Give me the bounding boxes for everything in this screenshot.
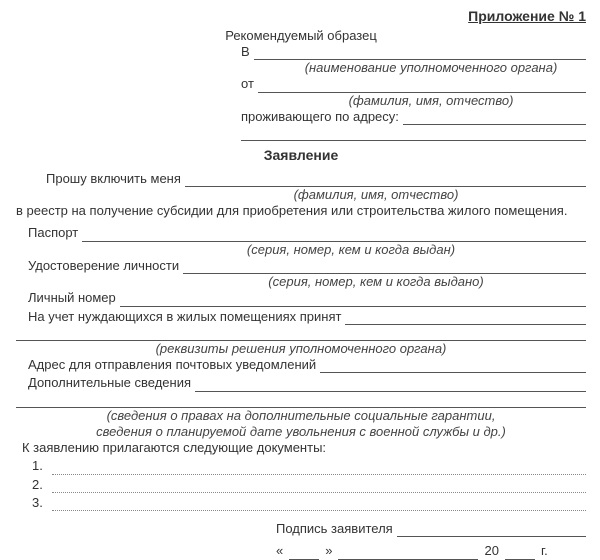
extra-hint-1: (сведения о правах на дополнительные соц… (16, 408, 586, 424)
date-quote-open: « (276, 543, 283, 559)
mail-label: Адрес для отправления почтовых уведомлен… (28, 357, 316, 373)
address-row-2 (16, 127, 586, 141)
extra-hint-2: сведения о планируемой дате увольнения с… (16, 424, 586, 440)
address-row: проживающего по адресу: (16, 109, 586, 125)
form-title: Заявление (16, 147, 586, 165)
date-day-blank (289, 546, 319, 560)
signature-blank (397, 523, 586, 537)
register-label: На учет нуждающихся в жилых помещениях п… (28, 309, 341, 325)
attach-item-2: 2. (16, 477, 586, 493)
list-num-1: 1. (32, 458, 50, 474)
signature-label: Подпись заявителя (276, 521, 393, 537)
request-blank (185, 173, 586, 187)
attach-label: К заявлению прилагаются следующие докуме… (16, 440, 586, 456)
date-quote-close: » (325, 543, 332, 559)
extra-row: Дополнительные сведения (16, 375, 586, 391)
idcard-row: Удостоверение личности (16, 258, 586, 274)
passport-row: Паспорт (16, 225, 586, 241)
date-month-blank (338, 546, 478, 560)
from-row: от (16, 76, 586, 92)
address-blank (403, 111, 586, 125)
signature-row: Подпись заявителя (276, 521, 586, 537)
attach-item-1: 1. (16, 458, 586, 474)
application-form: Приложение № 1 Рекомендуемый образец В (… (0, 0, 600, 515)
passport-blank (82, 228, 586, 242)
register-blank-2 (16, 327, 586, 341)
date-year-suffix: г. (541, 543, 548, 559)
extra-blank-2 (16, 394, 586, 408)
attach-dots-3 (52, 497, 586, 511)
attach-item-3: 3. (16, 495, 586, 511)
register-hint: (реквизиты решения уполномоченного орган… (16, 341, 586, 357)
idcard-hint: (серия, номер, кем и когда выдано) (16, 274, 586, 290)
to-blank (254, 46, 586, 60)
idcard-label: Удостоверение личности (28, 258, 179, 274)
to-row: В (16, 44, 586, 60)
personal-no-row: Личный номер (16, 290, 586, 306)
date-year-prefix: 20 (484, 543, 498, 559)
attach-dots-2 (52, 479, 586, 493)
passport-label: Паспорт (28, 225, 78, 241)
appendix-title: Приложение № 1 (16, 8, 586, 26)
extra-label: Дополнительные сведения (28, 375, 191, 391)
request-label: Прошу включить меня (46, 171, 181, 187)
signature-block: Подпись заявителя « » 20 г. (16, 521, 586, 560)
idcard-blank (183, 260, 586, 274)
register-blank (345, 311, 586, 325)
attach-dots-1 (52, 461, 586, 475)
personal-no-label: Личный номер (28, 290, 116, 306)
date-row: « » 20 г. (276, 543, 586, 559)
address-blank-2 (241, 127, 586, 141)
from-hint: (фамилия, имя, отчество) (16, 93, 586, 109)
list-num-2: 2. (32, 477, 50, 493)
personal-no-blank (120, 293, 586, 307)
date-year-blank (505, 546, 535, 560)
passport-hint: (серия, номер, кем и когда выдан) (16, 242, 586, 258)
mail-blank (320, 359, 586, 373)
register-row: На учет нуждающихся в жилых помещениях п… (16, 309, 586, 325)
extra-blank (195, 378, 586, 392)
to-hint: (наименование уполномоченного органа) (16, 60, 586, 76)
address-label: проживающего по адресу: (241, 109, 399, 125)
request-tail: в реестр на получение субсидии для приоб… (16, 203, 586, 219)
sample-caption: Рекомендуемый образец (16, 28, 586, 44)
register-row-2 (16, 327, 586, 341)
mail-row: Адрес для отправления почтовых уведомлен… (16, 357, 586, 373)
to-label: В (241, 44, 250, 60)
extra-row-2 (16, 394, 586, 408)
request-hint: (фамилия, имя, отчество) (16, 187, 586, 203)
request-row: Прошу включить меня (16, 171, 586, 187)
from-blank (258, 79, 586, 93)
list-num-3: 3. (32, 495, 50, 511)
from-label: от (241, 76, 254, 92)
